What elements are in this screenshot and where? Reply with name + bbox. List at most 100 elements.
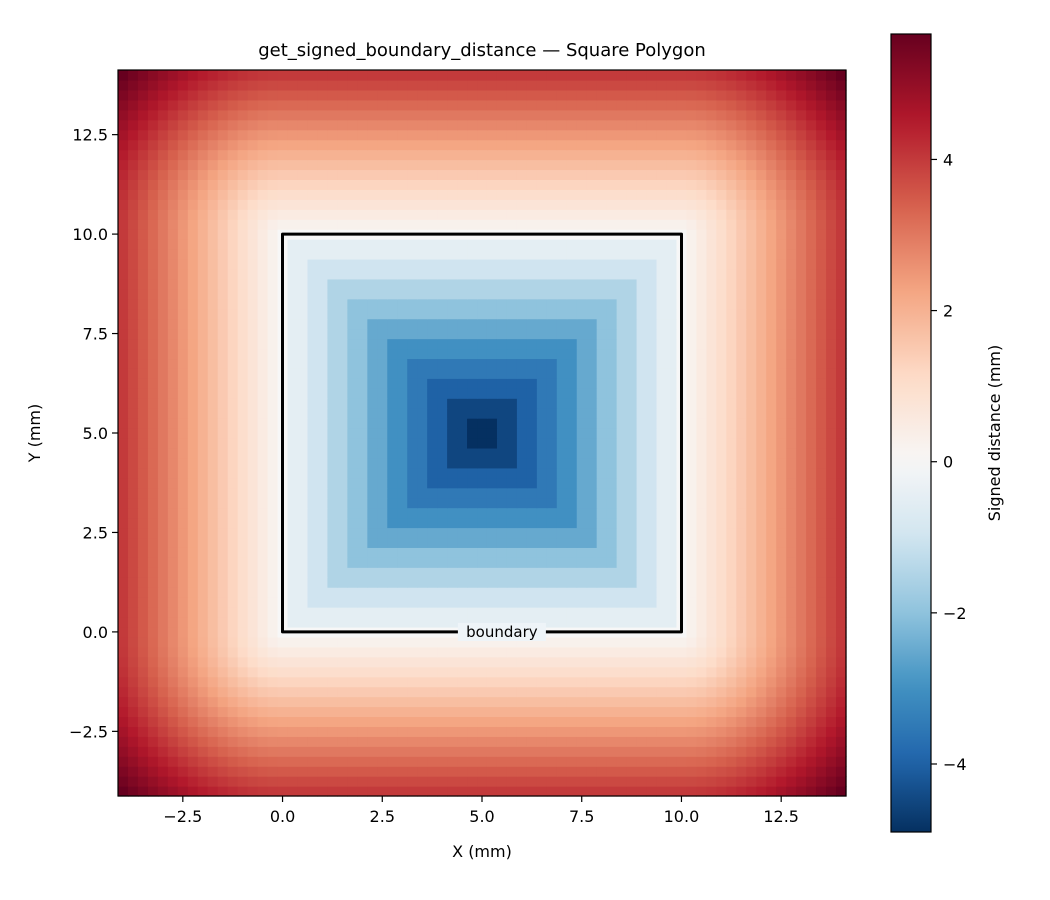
heatmap-cell	[686, 746, 698, 757]
heatmap-cell	[477, 268, 488, 280]
heatmap-cell	[736, 418, 747, 429]
heatmap-cell	[327, 119, 338, 131]
heatmap-cell	[836, 308, 847, 320]
heatmap-cell	[447, 219, 458, 230]
heatmap-cell	[367, 517, 378, 529]
heatmap-cell	[556, 348, 568, 360]
heatmap-cell	[157, 318, 169, 330]
heatmap-cell	[257, 467, 269, 479]
heatmap-cell	[287, 607, 299, 618]
heatmap-cell	[806, 169, 817, 180]
heatmap-cell	[247, 716, 259, 727]
heatmap-cell	[626, 527, 638, 539]
heatmap-cell	[467, 597, 478, 608]
heatmap-cell	[566, 318, 578, 330]
heatmap-cell	[207, 437, 219, 449]
heatmap-cell	[337, 457, 348, 469]
heatmap-cell	[616, 597, 628, 608]
heatmap-cell	[546, 527, 558, 539]
heatmap-cell	[307, 308, 319, 320]
heatmap-cell	[457, 776, 468, 787]
heatmap-cell	[237, 547, 249, 558]
heatmap-cell	[407, 736, 418, 747]
heatmap-cell	[317, 646, 329, 658]
heatmap-cell	[596, 388, 608, 399]
heatmap-cell	[277, 696, 289, 708]
heatmap-cell	[207, 497, 219, 509]
heatmap-cell	[836, 537, 847, 548]
heatmap-cell	[407, 537, 418, 548]
heatmap-cell	[526, 119, 538, 131]
heatmap-cell	[147, 726, 159, 737]
heatmap-cell	[137, 239, 149, 250]
heatmap-cell	[636, 159, 648, 171]
heatmap-cell	[496, 179, 508, 190]
heatmap-cell	[756, 676, 767, 688]
heatmap-cell	[227, 308, 239, 320]
heatmap-cell	[347, 746, 358, 757]
heatmap-cell	[247, 298, 259, 310]
heatmap-cell	[716, 766, 727, 777]
heatmap-cell	[626, 716, 638, 727]
heatmap-cell	[347, 696, 358, 708]
heatmap-cell	[247, 636, 259, 648]
heatmap-cell	[686, 189, 698, 200]
heatmap-cell	[556, 776, 568, 787]
heatmap-cell	[177, 169, 189, 180]
heatmap-cell	[546, 408, 558, 419]
heatmap-cell	[776, 587, 787, 598]
heatmap-cell	[357, 786, 368, 797]
heatmap-cell	[726, 577, 737, 588]
heatmap-cell	[536, 288, 548, 300]
heatmap-cell	[347, 656, 358, 668]
heatmap-cell	[716, 696, 727, 708]
heatmap-cell	[177, 209, 189, 220]
heatmap-cell	[716, 368, 727, 379]
heatmap-cell	[337, 318, 348, 330]
heatmap-cell	[626, 159, 638, 171]
heatmap-cell	[147, 577, 159, 588]
heatmap-cell	[477, 189, 488, 200]
heatmap-cell	[706, 467, 717, 479]
heatmap-cell	[756, 547, 767, 558]
heatmap-cell	[636, 189, 648, 200]
heatmap-cell	[317, 706, 329, 718]
heatmap-cell	[157, 398, 169, 409]
heatmap-cell	[716, 219, 727, 230]
heatmap-cell	[227, 527, 239, 539]
heatmap-cell	[546, 616, 558, 628]
heatmap-cell	[147, 308, 159, 320]
heatmap-cell	[666, 318, 678, 330]
heatmap-cell	[177, 636, 189, 648]
heatmap-cell	[167, 547, 179, 558]
heatmap-cell	[207, 318, 219, 330]
heatmap-cell	[467, 706, 478, 718]
heatmap-cell	[836, 517, 847, 529]
heatmap-cell	[636, 736, 648, 747]
heatmap-cell	[467, 517, 478, 529]
heatmap-cell	[407, 467, 418, 479]
heatmap-cell	[397, 726, 408, 737]
heatmap-cell	[137, 507, 149, 519]
heatmap-cell	[816, 607, 827, 618]
heatmap-cell	[486, 189, 498, 200]
heatmap-cell	[347, 666, 358, 678]
heatmap-cell	[417, 368, 428, 379]
heatmap-cell	[696, 786, 707, 797]
heatmap-cell	[526, 786, 538, 797]
heatmap-cell	[157, 646, 169, 658]
heatmap-cell	[297, 398, 309, 409]
heatmap-cell	[606, 398, 618, 409]
heatmap-cell	[646, 149, 658, 161]
heatmap-cell	[367, 716, 378, 727]
heatmap-cell	[716, 487, 727, 499]
heatmap-cell	[566, 587, 578, 598]
heatmap-cell	[427, 527, 438, 539]
heatmap-cell	[826, 646, 837, 658]
heatmap-cell	[736, 766, 747, 777]
heatmap-cell	[197, 626, 209, 638]
heatmap-cell	[337, 577, 348, 588]
heatmap-cell	[407, 288, 418, 300]
heatmap-cell	[556, 378, 568, 389]
heatmap-cell	[347, 726, 358, 737]
